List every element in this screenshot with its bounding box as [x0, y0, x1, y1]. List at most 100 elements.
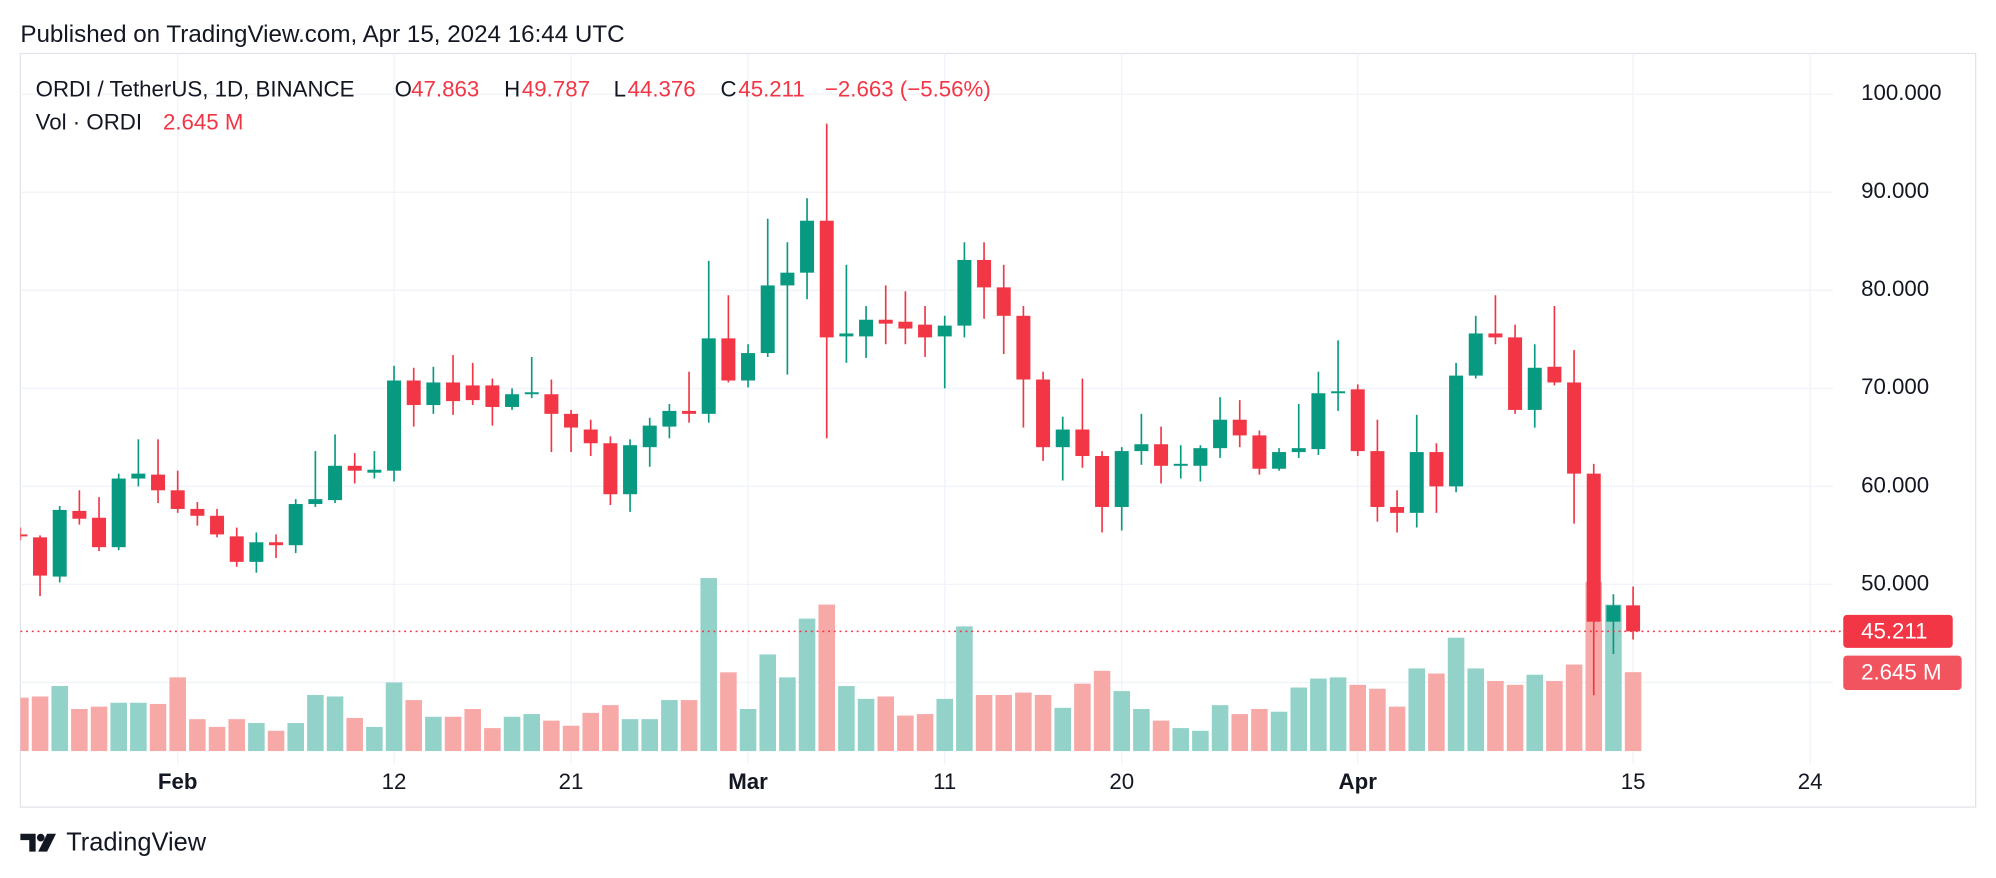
- candle-body: [1272, 452, 1287, 469]
- candle-body: [151, 474, 166, 491]
- candle-body: [1095, 455, 1110, 507]
- candle-body: [1508, 337, 1523, 410]
- volume-bar: [425, 716, 442, 752]
- candle-body: [1036, 379, 1051, 448]
- volume-bar: [503, 716, 521, 752]
- candle-body: [1075, 429, 1090, 456]
- y-tick-label: 80.000: [1861, 276, 1929, 301]
- volume-bar: [1093, 670, 1111, 752]
- candle-body: [937, 325, 952, 337]
- last-volume-box: [1843, 655, 1962, 690]
- candle-body: [1232, 419, 1247, 436]
- volume-bar: [779, 677, 796, 752]
- change-value: −2.663 (−5.56%): [825, 76, 991, 101]
- volume-bar: [484, 728, 501, 752]
- x-tick-label: Feb: [158, 769, 198, 794]
- candle-body: [662, 410, 677, 427]
- candle-body: [505, 394, 520, 407]
- candle-body: [33, 537, 48, 576]
- plot-frame: [19, 52, 1977, 808]
- candle-body: [1626, 605, 1641, 632]
- volume-bar: [1034, 694, 1052, 752]
- candle-body: [682, 410, 697, 414]
- volume-bar: [582, 712, 599, 752]
- high-label: H: [504, 76, 520, 101]
- x-tick-label: 24: [1798, 769, 1823, 794]
- volume-bar: [189, 719, 206, 752]
- volume-bar: [1349, 684, 1367, 752]
- volume-bar: [857, 698, 875, 752]
- volume-bar: [1290, 687, 1308, 752]
- volume-bar: [916, 714, 934, 752]
- volume-bar: [464, 709, 481, 752]
- candle-body: [210, 515, 225, 535]
- x-tick-label: 21: [559, 769, 584, 794]
- volume-bar: [366, 726, 383, 752]
- candle-body: [1055, 429, 1070, 448]
- close-label: C: [720, 76, 736, 101]
- candle-body: [1586, 473, 1601, 622]
- candle-body: [859, 319, 874, 337]
- volume-bar: [1487, 680, 1504, 752]
- volume-bar: [680, 700, 698, 752]
- candle-body: [996, 287, 1011, 316]
- candle-body: [1606, 605, 1621, 622]
- candle-body: [406, 380, 421, 406]
- candle-body: [426, 382, 441, 406]
- volume-bar: [661, 700, 678, 752]
- candle-body: [564, 413, 579, 428]
- candle-body: [1134, 444, 1149, 452]
- candle-body: [72, 510, 87, 519]
- volume-bar: [602, 705, 619, 752]
- volume-bar: [287, 723, 304, 752]
- low-value: 44.376: [628, 76, 696, 101]
- volume-bar: [720, 672, 737, 752]
- volume-bar: [1113, 691, 1131, 752]
- volume-bar: [1172, 728, 1190, 752]
- volume-bar: [897, 715, 914, 752]
- candle-body: [1114, 451, 1129, 507]
- candle-body: [52, 509, 67, 577]
- volume-bar: [1506, 684, 1524, 752]
- volume-bar: [71, 709, 88, 752]
- volume-bar: [818, 604, 835, 752]
- candle-body: [328, 465, 343, 501]
- volume-bar: [1133, 709, 1150, 752]
- volume-bar: [169, 677, 186, 752]
- published-note: Published on TradingView.com, Apr 15, 20…: [20, 21, 624, 48]
- volume-bar: [110, 702, 127, 752]
- volume-bar: [31, 696, 49, 752]
- candle-body: [485, 385, 500, 407]
- open-value: 47.863: [411, 76, 479, 101]
- candle-body: [800, 220, 815, 273]
- volume-bar: [1054, 707, 1072, 752]
- volume-bar: [208, 726, 226, 752]
- candle-body: [1390, 506, 1405, 513]
- candle-body: [819, 220, 834, 338]
- candle-body: [92, 517, 107, 548]
- volume-bar: [130, 702, 147, 752]
- volume-bar: [641, 719, 658, 752]
- volume-bar: [1211, 705, 1229, 752]
- y-tick-label: 70.000: [1861, 374, 1929, 399]
- volume-bar: [405, 700, 422, 752]
- volume-bar: [543, 720, 560, 752]
- volume-bar: [621, 719, 639, 752]
- candle-body: [878, 319, 893, 324]
- candle-body: [957, 259, 972, 326]
- candle-body: [229, 536, 244, 562]
- candle-body: [1331, 391, 1346, 394]
- volume-bar: [1329, 677, 1347, 752]
- candle-body: [977, 259, 992, 288]
- candle-body: [760, 285, 775, 354]
- volume-bar: [700, 578, 717, 752]
- logo-mark: [20, 833, 36, 852]
- volume-bar: [149, 703, 167, 752]
- volume-bar: [1546, 680, 1563, 752]
- volume-bar: [1428, 673, 1445, 752]
- candle-body: [544, 394, 559, 414]
- volume-bar: [1270, 711, 1288, 752]
- candle-body: [269, 542, 284, 546]
